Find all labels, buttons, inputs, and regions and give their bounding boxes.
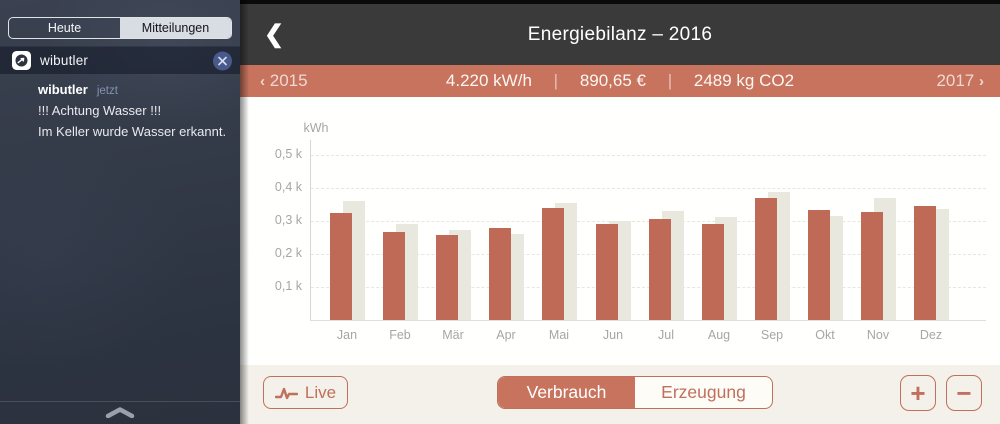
y-tick-label: 0,1 k — [274, 279, 302, 293]
chevron-right-icon: › — [979, 73, 984, 90]
stat-divider: | — [553, 71, 559, 90]
live-button[interactable]: Live — [263, 376, 348, 409]
close-icon[interactable] — [213, 51, 232, 70]
x-tick-label: Feb — [389, 328, 411, 342]
y-tick-label: 0,2 k — [274, 246, 302, 260]
notification-center-tabs: Heute Mitteilungen — [8, 17, 232, 39]
pulse-icon — [274, 387, 298, 399]
notification-text-line1: !!! Achtung Wasser !!! — [38, 103, 162, 118]
zoom-out-button[interactable]: − — [946, 375, 982, 411]
gridline — [311, 155, 986, 156]
x-tick-label: Nov — [866, 328, 890, 342]
x-axis-line — [310, 320, 986, 321]
prev-year-button[interactable]: ‹ 2015 — [260, 71, 308, 91]
year-stats: 4.220 kW/h | 890,65 € | 2489 kg CO2 — [240, 71, 1000, 91]
x-glyph — [218, 56, 227, 65]
bar-verbrauch-mär[interactable] — [436, 235, 458, 320]
x-tick-label: Aug — [707, 328, 731, 342]
x-tick-label: Mai — [548, 328, 570, 342]
back-icon[interactable]: ❮ — [264, 20, 285, 48]
stat-energy: 4.220 kW/h — [445, 71, 532, 90]
zoom-in-button[interactable]: + — [900, 375, 936, 411]
stat-cost: 890,65 € — [579, 71, 646, 90]
panel-divider — [0, 401, 240, 402]
y-tick-label: 0,5 k — [274, 147, 302, 161]
tab-heute[interactable]: Heute — [47, 21, 82, 35]
bar-verbrauch-jun[interactable] — [596, 224, 618, 320]
status-strip — [240, 0, 1000, 4]
notification-center-panel: Heute Mitteilungen wibutler wibutler jet… — [0, 0, 240, 424]
x-tick-label: Jan — [336, 328, 358, 342]
notification-text-line2: Im Keller wurde Wasser erkannt. — [38, 124, 227, 139]
x-tick-label: Apr — [496, 328, 516, 342]
stat-co2: 2489 kg CO2 — [693, 71, 795, 90]
next-year-button[interactable]: 2017 › — [936, 71, 984, 91]
bar-verbrauch-sep[interactable] — [755, 198, 777, 320]
notification-item[interactable]: wibutler jetzt !!! Achtung Wasser !!! Im… — [38, 82, 233, 140]
bar-verbrauch-jan[interactable] — [330, 213, 352, 320]
notification-group-header: wibutler — [0, 46, 240, 74]
wibutler-app-icon — [12, 51, 31, 70]
energy-app-panel: ❮ Energiebilanz – 2016 ‹ 2015 4.220 kW/h… — [240, 0, 1000, 424]
tab-verbrauch[interactable]: Verbrauch — [498, 377, 635, 408]
bottom-toolbar: Live Verbrauch Erzeugung + − — [240, 365, 1000, 424]
bar-verbrauch-mai[interactable] — [542, 208, 564, 320]
y-axis-line — [310, 140, 311, 320]
chevron-left-icon: ‹ — [260, 73, 265, 90]
x-tick-label: Sep — [760, 328, 784, 342]
next-year-label: 2017 — [936, 71, 975, 90]
gridline — [311, 287, 986, 288]
bar-verbrauch-dez[interactable] — [914, 206, 936, 320]
y-tick-label: 0,4 k — [274, 180, 302, 194]
gridline — [311, 188, 986, 189]
stat-divider: | — [667, 71, 673, 90]
bar-verbrauch-aug[interactable] — [702, 224, 724, 320]
x-tick-label: Okt — [815, 328, 835, 342]
live-label: Live — [304, 382, 337, 402]
tab-erzeugung[interactable]: Erzeugung — [661, 382, 746, 402]
drag-handle-icon[interactable] — [105, 405, 135, 423]
bar-verbrauch-nov[interactable] — [861, 212, 883, 320]
series-toggle: Verbrauch Erzeugung — [497, 376, 773, 409]
wibutler-logo-icon — [15, 54, 28, 67]
page-title: Energiebilanz – 2016 — [527, 23, 713, 45]
bar-verbrauch-feb[interactable] — [383, 232, 405, 320]
y-tick-label: 0,3 k — [274, 213, 302, 227]
tab-mitteilungen[interactable]: Mitteilungen — [120, 18, 231, 38]
bar-verbrauch-apr[interactable] — [489, 228, 511, 320]
nav-header: ❮ Energiebilanz – 2016 — [240, 4, 1000, 65]
y-axis-unit-label: kWh — [303, 121, 329, 135]
bar-verbrauch-okt[interactable] — [808, 210, 830, 320]
energy-bar-chart: kWh 0,1 k 0,2 k 0,3 k 0,4 k 0,5 k Jan Feb Mär Ap… — [240, 97, 1000, 365]
x-tick-label: Mär — [442, 328, 464, 342]
gridline — [311, 254, 986, 255]
notification-app-name: wibutler — [38, 82, 88, 97]
gridline — [311, 221, 986, 222]
notification-group-title: wibutler — [40, 53, 89, 68]
x-tick-label: Dez — [919, 328, 943, 342]
notification-timestamp: jetzt — [96, 85, 118, 97]
prev-year-label: 2015 — [269, 71, 308, 90]
x-tick-label: Jul — [658, 328, 674, 342]
year-navigation-bar: ‹ 2015 4.220 kW/h | 890,65 € | 2489 kg C… — [240, 65, 1000, 97]
bar-verbrauch-jul[interactable] — [649, 219, 671, 320]
x-tick-label: Jun — [602, 328, 624, 342]
